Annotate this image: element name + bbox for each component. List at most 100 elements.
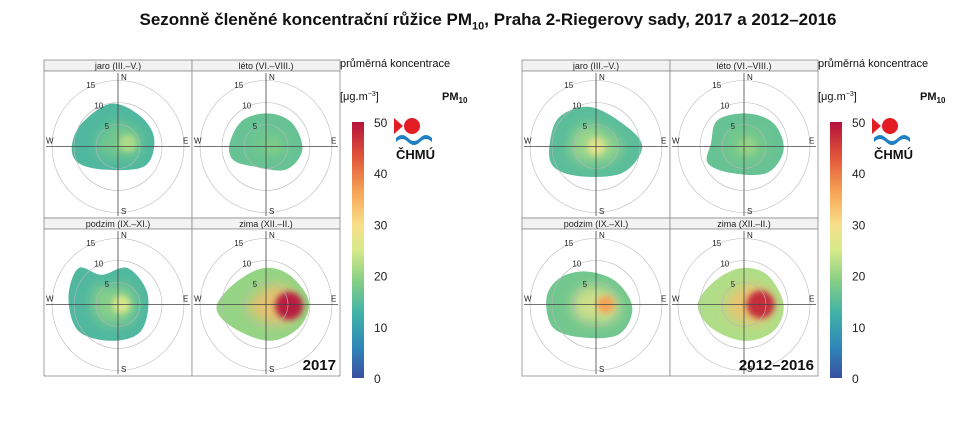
- compass-e: E: [331, 295, 336, 304]
- title-sub: 10: [472, 20, 485, 33]
- title-main: Sezonně členěné koncentrační růžice PM: [139, 10, 473, 29]
- colorbar-tick: 30: [852, 218, 866, 232]
- compass-n: N: [599, 231, 605, 240]
- compass-e: E: [183, 295, 188, 304]
- compass-w: W: [46, 137, 54, 146]
- colorbar: [830, 122, 842, 378]
- hotspot: [275, 291, 304, 320]
- season-label: podzim (IX.–XI.): [564, 219, 629, 229]
- chmu-logo-icon: [394, 118, 432, 145]
- legend-0: průměrná koncentrace [μg.m−3] PM10 0 10 20 30 4…: [340, 58, 468, 386]
- ring-label: 10: [94, 102, 103, 111]
- season-label: zima (XII.–II.): [239, 219, 293, 229]
- season-label: zima (XII.–II.): [717, 219, 771, 229]
- compass-s: S: [121, 365, 126, 374]
- season-label: léto (VI.–VIII.): [238, 61, 293, 71]
- period-label: 2012–2016: [739, 357, 814, 374]
- logo-text: ČHMÚ: [874, 147, 913, 162]
- colorbar-tick: 20: [374, 270, 388, 284]
- colorbar-tick: 40: [852, 167, 866, 181]
- season-panel-1-3: zima (XII.–II.) 5 10 15 N S W E 2012–2016: [669, 217, 819, 377]
- compass-e: E: [809, 137, 814, 146]
- compass-w: W: [194, 295, 202, 304]
- colorbar-tick: 30: [374, 218, 388, 232]
- chmu-logo-icon: [872, 118, 910, 145]
- compass-s: S: [747, 207, 752, 216]
- season-panel-0-0: jaro (III.–V.) 5 10 15 N S W E: [43, 59, 193, 219]
- compass-s: S: [599, 207, 604, 216]
- compass-e: E: [661, 295, 666, 304]
- season-panel-1-0: jaro (III.–V.) 5 10 15 N S W E: [521, 59, 671, 219]
- colorbar-tick: 10: [374, 321, 388, 335]
- season-panel-0-1: léto (VI.–VIII.) 5 10 15 N S W E: [191, 59, 341, 219]
- ring-label: 15: [234, 239, 243, 248]
- colorbar-tick: 0: [374, 372, 381, 386]
- ring-label: 10: [94, 260, 103, 269]
- compass-w: W: [194, 137, 202, 146]
- logo-text: ČHMÚ: [396, 147, 435, 162]
- season-label: jaro (III.–V.): [94, 61, 141, 71]
- compass-n: N: [269, 231, 275, 240]
- legend-title: průměrná koncentrace: [340, 58, 450, 70]
- season-panel-0-3: zima (XII.–II.) 5 10 15 N S W E 2017: [191, 217, 341, 377]
- compass-n: N: [269, 73, 275, 82]
- colorbar-tick: 40: [374, 167, 388, 181]
- compass-w: W: [672, 137, 680, 146]
- ring-label: 10: [720, 260, 729, 269]
- colorbar-tick: 50: [374, 116, 388, 130]
- compass-n: N: [747, 73, 753, 82]
- ring-label: 15: [234, 81, 243, 90]
- compass-s: S: [269, 207, 274, 216]
- chart-title: Sezonně členěné koncentrační růžice PM10…: [0, 10, 976, 32]
- ring-label: 15: [564, 239, 573, 248]
- compass-n: N: [121, 73, 127, 82]
- compass-s: S: [599, 365, 604, 374]
- compass-w: W: [524, 295, 532, 304]
- ring-label: 5: [253, 122, 258, 131]
- ring-label: 10: [242, 102, 251, 111]
- title-rest: , Praha 2-Riegerovy sady, 2017 a 2012–20…: [484, 10, 837, 29]
- ring-label: 5: [731, 122, 736, 131]
- colorbar-tick: 10: [852, 321, 866, 335]
- season-label: jaro (III.–V.): [572, 61, 619, 71]
- ring-label: 15: [86, 239, 95, 248]
- hotspot: [118, 134, 137, 153]
- compass-e: E: [809, 295, 814, 304]
- legend-title: průměrná koncentrace: [818, 58, 928, 70]
- legend-pollutant: PM10: [920, 91, 946, 105]
- colorbar-tick: 20: [852, 270, 866, 284]
- ring-label: 5: [583, 122, 588, 131]
- season-panel-1-1: léto (VI.–VIII.) 5 10 15 N S W E: [669, 59, 819, 219]
- ring-label: 10: [242, 260, 251, 269]
- ring-label: 5: [105, 122, 110, 131]
- compass-w: W: [524, 137, 532, 146]
- compass-w: W: [672, 295, 680, 304]
- colorbar-tick: 0: [852, 372, 859, 386]
- ring-label: 10: [720, 102, 729, 111]
- compass-n: N: [747, 231, 753, 240]
- compass-n: N: [599, 73, 605, 82]
- legend-pollutant: PM10: [442, 91, 468, 105]
- ring-label: 5: [731, 280, 736, 289]
- compass-s: S: [747, 365, 752, 374]
- compass-e: E: [183, 137, 188, 146]
- period-label: 2017: [303, 357, 336, 374]
- season-label: podzim (IX.–XI.): [86, 219, 151, 229]
- ring-label: 5: [105, 280, 110, 289]
- ring-label: 10: [572, 260, 581, 269]
- season-panel-0-2: podzim (IX.–XI.) 5 10 15 N S W E: [43, 217, 193, 377]
- compass-e: E: [331, 137, 336, 146]
- ring-label: 15: [712, 239, 721, 248]
- season-label: léto (VI.–VIII.): [716, 61, 771, 71]
- compass-w: W: [46, 295, 54, 304]
- compass-n: N: [121, 231, 127, 240]
- legend-unit: [μg.m−3]: [818, 91, 857, 103]
- ring-label: 15: [712, 81, 721, 90]
- ring-label: 15: [86, 81, 95, 90]
- ring-label: 5: [253, 280, 258, 289]
- season-panel-1-2: podzim (IX.–XI.) 5 10 15 N S W E: [521, 217, 671, 377]
- colorbar: [352, 122, 364, 378]
